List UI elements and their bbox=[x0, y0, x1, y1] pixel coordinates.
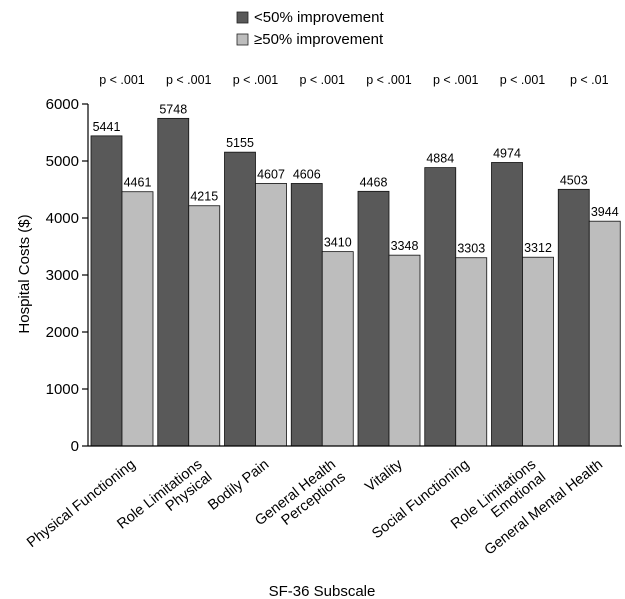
p-value-3: p < .001 bbox=[233, 73, 279, 87]
bar-5-2 bbox=[388, 254, 421, 447]
y-tick-label-2: 1000 bbox=[46, 381, 79, 398]
value-label-2-2: 4215 bbox=[190, 190, 218, 204]
y-tick-label-5: 4000 bbox=[46, 210, 79, 227]
value-label-6-2: 3303 bbox=[457, 242, 485, 256]
p-value-1: p < .001 bbox=[99, 73, 145, 87]
value-label-1-2: 4461 bbox=[124, 176, 152, 190]
y-tick-label-4: 3000 bbox=[46, 267, 79, 284]
bar-7-2 bbox=[522, 256, 554, 447]
p-value-2: p < .001 bbox=[166, 73, 212, 87]
value-label-3-2: 4607 bbox=[257, 167, 285, 181]
value-label-1-1: 5441 bbox=[93, 120, 121, 134]
value-label-8-1: 4503 bbox=[560, 173, 588, 187]
legend-swatch-1 bbox=[236, 11, 249, 24]
x-tick-label-3: Bodily Pain bbox=[205, 457, 272, 514]
legend-label-2: ≥50% improvement bbox=[254, 31, 384, 48]
value-label-4-2: 3410 bbox=[324, 236, 352, 250]
p-value-6: p < .001 bbox=[433, 73, 479, 87]
value-label-7-2: 3312 bbox=[524, 241, 552, 255]
bar-1-2 bbox=[121, 191, 154, 447]
bar-8-2 bbox=[588, 220, 621, 447]
x-tick-label-1: Physical Functioning bbox=[24, 457, 139, 551]
bars bbox=[90, 117, 621, 447]
bar-6-2 bbox=[455, 257, 488, 447]
value-label-7-1: 4974 bbox=[493, 146, 521, 160]
y-tick-label-1: 0 bbox=[71, 438, 79, 455]
bar-2-1 bbox=[157, 117, 190, 447]
x-axis-label: SF-36 Subscale bbox=[269, 583, 376, 599]
legend-swatch-2 bbox=[236, 33, 249, 46]
bar-1-1 bbox=[90, 135, 123, 447]
legend-label-1: <50% improvement bbox=[254, 9, 384, 26]
p-value-8: p < .01 bbox=[570, 73, 609, 87]
bar-4-1 bbox=[290, 183, 323, 447]
p-value-5: p < .001 bbox=[366, 73, 412, 87]
y-axis-label: Hospital Costs ($) bbox=[16, 214, 33, 333]
value-label-5-1: 4468 bbox=[360, 175, 388, 189]
bar-5-1 bbox=[357, 190, 390, 447]
bar-2-2 bbox=[188, 205, 221, 447]
y-tick-label-3: 2000 bbox=[46, 324, 79, 341]
bar-3-2 bbox=[255, 183, 287, 447]
value-labels: 5441 4461 5748 4215 5155 4607 4606 3410 4468 3348… bbox=[93, 102, 619, 255]
bar-6-1 bbox=[424, 167, 457, 447]
value-label-2-1: 5748 bbox=[159, 102, 187, 116]
value-label-3-1: 5155 bbox=[226, 136, 254, 150]
y-tick-label-7: 6000 bbox=[46, 96, 79, 113]
value-label-6-1: 4884 bbox=[426, 152, 454, 166]
y-tick-label-6: 5000 bbox=[46, 153, 79, 170]
p-value-row: p < .001 p < .001 p < .001 p < .001 p < .001… bbox=[99, 73, 608, 87]
legend: <50% improvement ≥50% improvement bbox=[236, 9, 384, 48]
value-label-5-2: 3348 bbox=[391, 239, 419, 253]
x-tick-label-5: Vitality bbox=[362, 456, 406, 495]
value-label-4-1: 4606 bbox=[293, 167, 321, 181]
bar-8-1 bbox=[557, 188, 590, 447]
bar-7-1 bbox=[491, 162, 523, 447]
bar-3-1 bbox=[224, 151, 256, 447]
bar-4-2 bbox=[321, 251, 354, 447]
p-value-7: p < .001 bbox=[500, 73, 546, 87]
value-label-8-2: 3944 bbox=[591, 205, 619, 219]
y-axis: 0 1000 2000 3000 4000 5000 6000 bbox=[46, 96, 89, 455]
p-value-4: p < .001 bbox=[299, 73, 345, 87]
